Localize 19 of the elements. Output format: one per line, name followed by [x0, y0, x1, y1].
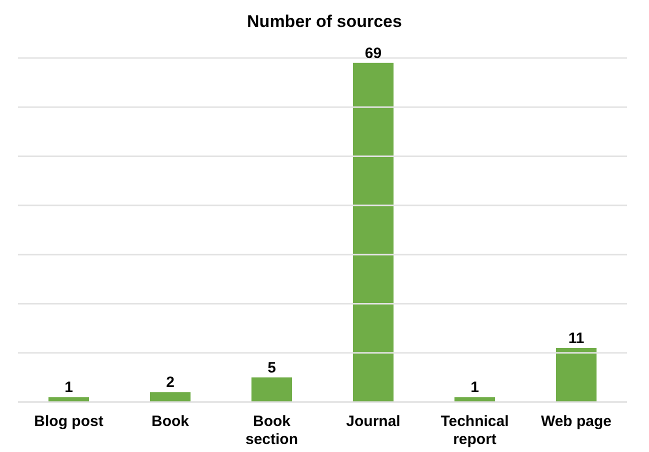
bar: [556, 348, 597, 402]
x-tick-label: Book: [152, 413, 190, 430]
data-label: 1: [470, 379, 479, 396]
data-label: 5: [268, 359, 276, 376]
data-label: 11: [568, 330, 584, 347]
x-tick-label: Blog post: [34, 413, 104, 430]
data-label: 1: [64, 379, 73, 396]
x-tick-label: Journal: [346, 413, 400, 430]
x-tick-label: Book section: [245, 413, 298, 448]
bar: [48, 397, 90, 402]
bar: [454, 397, 496, 402]
bar: [251, 377, 292, 402]
x-tick-label: Web page: [540, 413, 612, 430]
chart-title: Number of sources: [246, 11, 403, 33]
bar: [352, 62, 394, 402]
data-label: 69: [364, 44, 382, 62]
data-label: 2: [166, 374, 174, 392]
bar: [150, 392, 191, 402]
x-tick-label: Technical report: [440, 413, 509, 448]
